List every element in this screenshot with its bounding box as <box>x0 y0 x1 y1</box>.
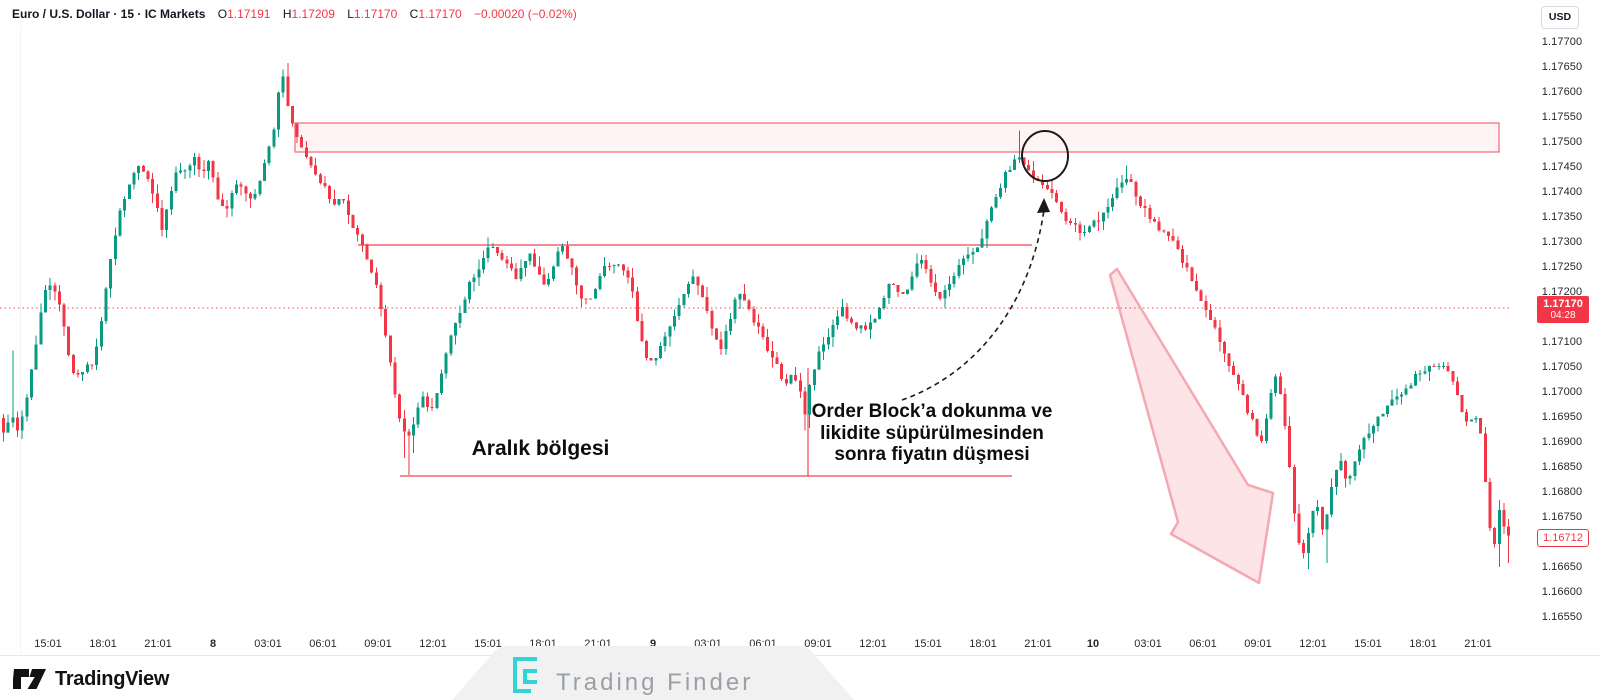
session-separator-line <box>20 26 21 654</box>
last-price-badge: 1.16712 <box>1537 529 1589 547</box>
price-axis-label: 1.16850 <box>1541 461 1583 473</box>
time-axis-label: 03:01 <box>1134 638 1162 650</box>
range-zone-label[interactable]: Aralık bölgesi <box>471 437 610 460</box>
time-axis-label: 15:01 <box>474 638 502 650</box>
annotation-arrow-head-icon <box>1037 198 1050 213</box>
order-block-annotation[interactable]: Order Block’a dokunma ve likidite süpürü… <box>806 401 1058 466</box>
price-axis-label: 1.17650 <box>1541 61 1583 73</box>
time-axis-label: 12:01 <box>859 638 887 650</box>
ohlc-low-label: L1.17170 <box>347 7 398 21</box>
order-block-annotation-line2: likidite süpürülmesinden <box>820 422 1044 444</box>
order-block-zone[interactable] <box>294 122 1500 153</box>
time-axis-label: 06:01 <box>1189 638 1217 650</box>
price-axis-label: 1.17400 <box>1541 186 1583 198</box>
time-axis-label: 18:01 <box>1409 638 1437 650</box>
order-block-annotation-line1: Order Block’a dokunma ve <box>811 401 1053 422</box>
candles-layer[interactable] <box>2 63 1511 569</box>
tradingview-logo-icon <box>13 669 46 689</box>
price-axis-label: 1.17350 <box>1541 211 1583 223</box>
price-axis-label: 1.17050 <box>1541 361 1583 373</box>
price-axis-label: 1.17200 <box>1541 286 1583 298</box>
price-axis-label: 1.16800 <box>1541 486 1583 498</box>
time-axis-day-label: 8 <box>209 638 217 650</box>
time-axis-label: 03:01 <box>254 638 282 650</box>
order-block-annotation-line3: sonra fiyatın düşmesi <box>834 444 1030 465</box>
current-price-badge: 1.17170 04:28 <box>1537 296 1589 323</box>
symbol-title[interactable]: Euro / U.S. Dollar · 15 · IC Markets <box>12 7 206 21</box>
time-axis-day-label: 9 <box>649 638 657 650</box>
ohlc-close-label: C1.17170 <box>409 7 462 21</box>
time-axis-label: 21:01 <box>1464 638 1492 650</box>
price-axis-label: 1.16950 <box>1541 411 1583 423</box>
down-arrow-drawing[interactable] <box>1108 267 1275 585</box>
time-axis-label: 09:01 <box>804 638 832 650</box>
price-axis-label: 1.17550 <box>1541 111 1583 123</box>
time-axis-label: 09:01 <box>364 638 392 650</box>
tradingfinder-logo-icon <box>513 657 537 693</box>
ohlc-low-value: 1.17170 <box>353 7 398 21</box>
price-axis-label: 1.17600 <box>1541 86 1583 98</box>
time-axis-label: 21:01 <box>144 638 172 650</box>
bar-countdown: 04:28 <box>1550 310 1576 321</box>
ohlc-high-label: H1.17209 <box>282 7 335 21</box>
time-axis-label: 18:01 <box>89 638 117 650</box>
time-axis-label: 15:01 <box>1354 638 1382 650</box>
price-change: −0.00020 (−0.02%) <box>474 7 577 21</box>
annotation-arrow[interactable] <box>901 209 1045 401</box>
price-scale[interactable]: 1.165501.166001.166501.167001.167501.168… <box>1512 0 1600 654</box>
time-axis-label: 12:01 <box>419 638 447 650</box>
price-axis-label: 1.17500 <box>1541 136 1583 148</box>
time-axis-label: 06:01 <box>309 638 337 650</box>
price-axis-label: 1.17300 <box>1541 236 1583 248</box>
tradingfinder-logo-text: Trading Finder <box>556 669 754 696</box>
price-axis-label: 1.16900 <box>1541 436 1583 448</box>
time-axis-label: 18:01 <box>969 638 997 650</box>
snapshot-footer: TradingView Trading Finder <box>0 646 1600 700</box>
ohlc-open-value: 1.17191 <box>227 7 271 21</box>
price-axis-label: 1.17450 <box>1541 161 1583 173</box>
tradingfinder-watermark <box>452 646 854 700</box>
price-axis-label: 1.17700 <box>1541 36 1583 48</box>
current-price-value: 1.17170 <box>1543 298 1583 310</box>
price-axis-label: 1.16600 <box>1541 586 1583 598</box>
price-axis-label: 1.17100 <box>1541 336 1583 348</box>
price-axis-label: 1.17000 <box>1541 386 1583 398</box>
price-axis-label: 1.16750 <box>1541 511 1583 523</box>
ohlc-high-value: 1.17209 <box>291 7 335 21</box>
time-axis-label: 15:01 <box>34 638 62 650</box>
time-axis-label: 12:01 <box>1299 638 1327 650</box>
price-axis-label: 1.16650 <box>1541 561 1583 573</box>
ohlc-close-value: 1.17170 <box>418 7 462 21</box>
symbol-info-bar[interactable]: Euro / U.S. Dollar · 15 · IC Markets O1.… <box>12 7 577 21</box>
time-axis-label: 09:01 <box>1244 638 1272 650</box>
time-axis-day-label: 10 <box>1086 638 1100 650</box>
time-axis-label: 15:01 <box>914 638 942 650</box>
tradingview-logo[interactable]: TradingView <box>13 667 169 691</box>
price-axis-label: 1.16550 <box>1541 611 1583 623</box>
tradingview-logo-text: TradingView <box>55 667 170 690</box>
highlight-circle[interactable] <box>1021 130 1069 182</box>
watermark-badge <box>452 646 854 700</box>
price-axis-label: 1.17250 <box>1541 261 1583 273</box>
time-axis-label: 21:01 <box>1024 638 1052 650</box>
currency-toggle-button[interactable]: USD <box>1541 6 1579 29</box>
ohlc-open-label: O1.17191 <box>217 7 271 21</box>
